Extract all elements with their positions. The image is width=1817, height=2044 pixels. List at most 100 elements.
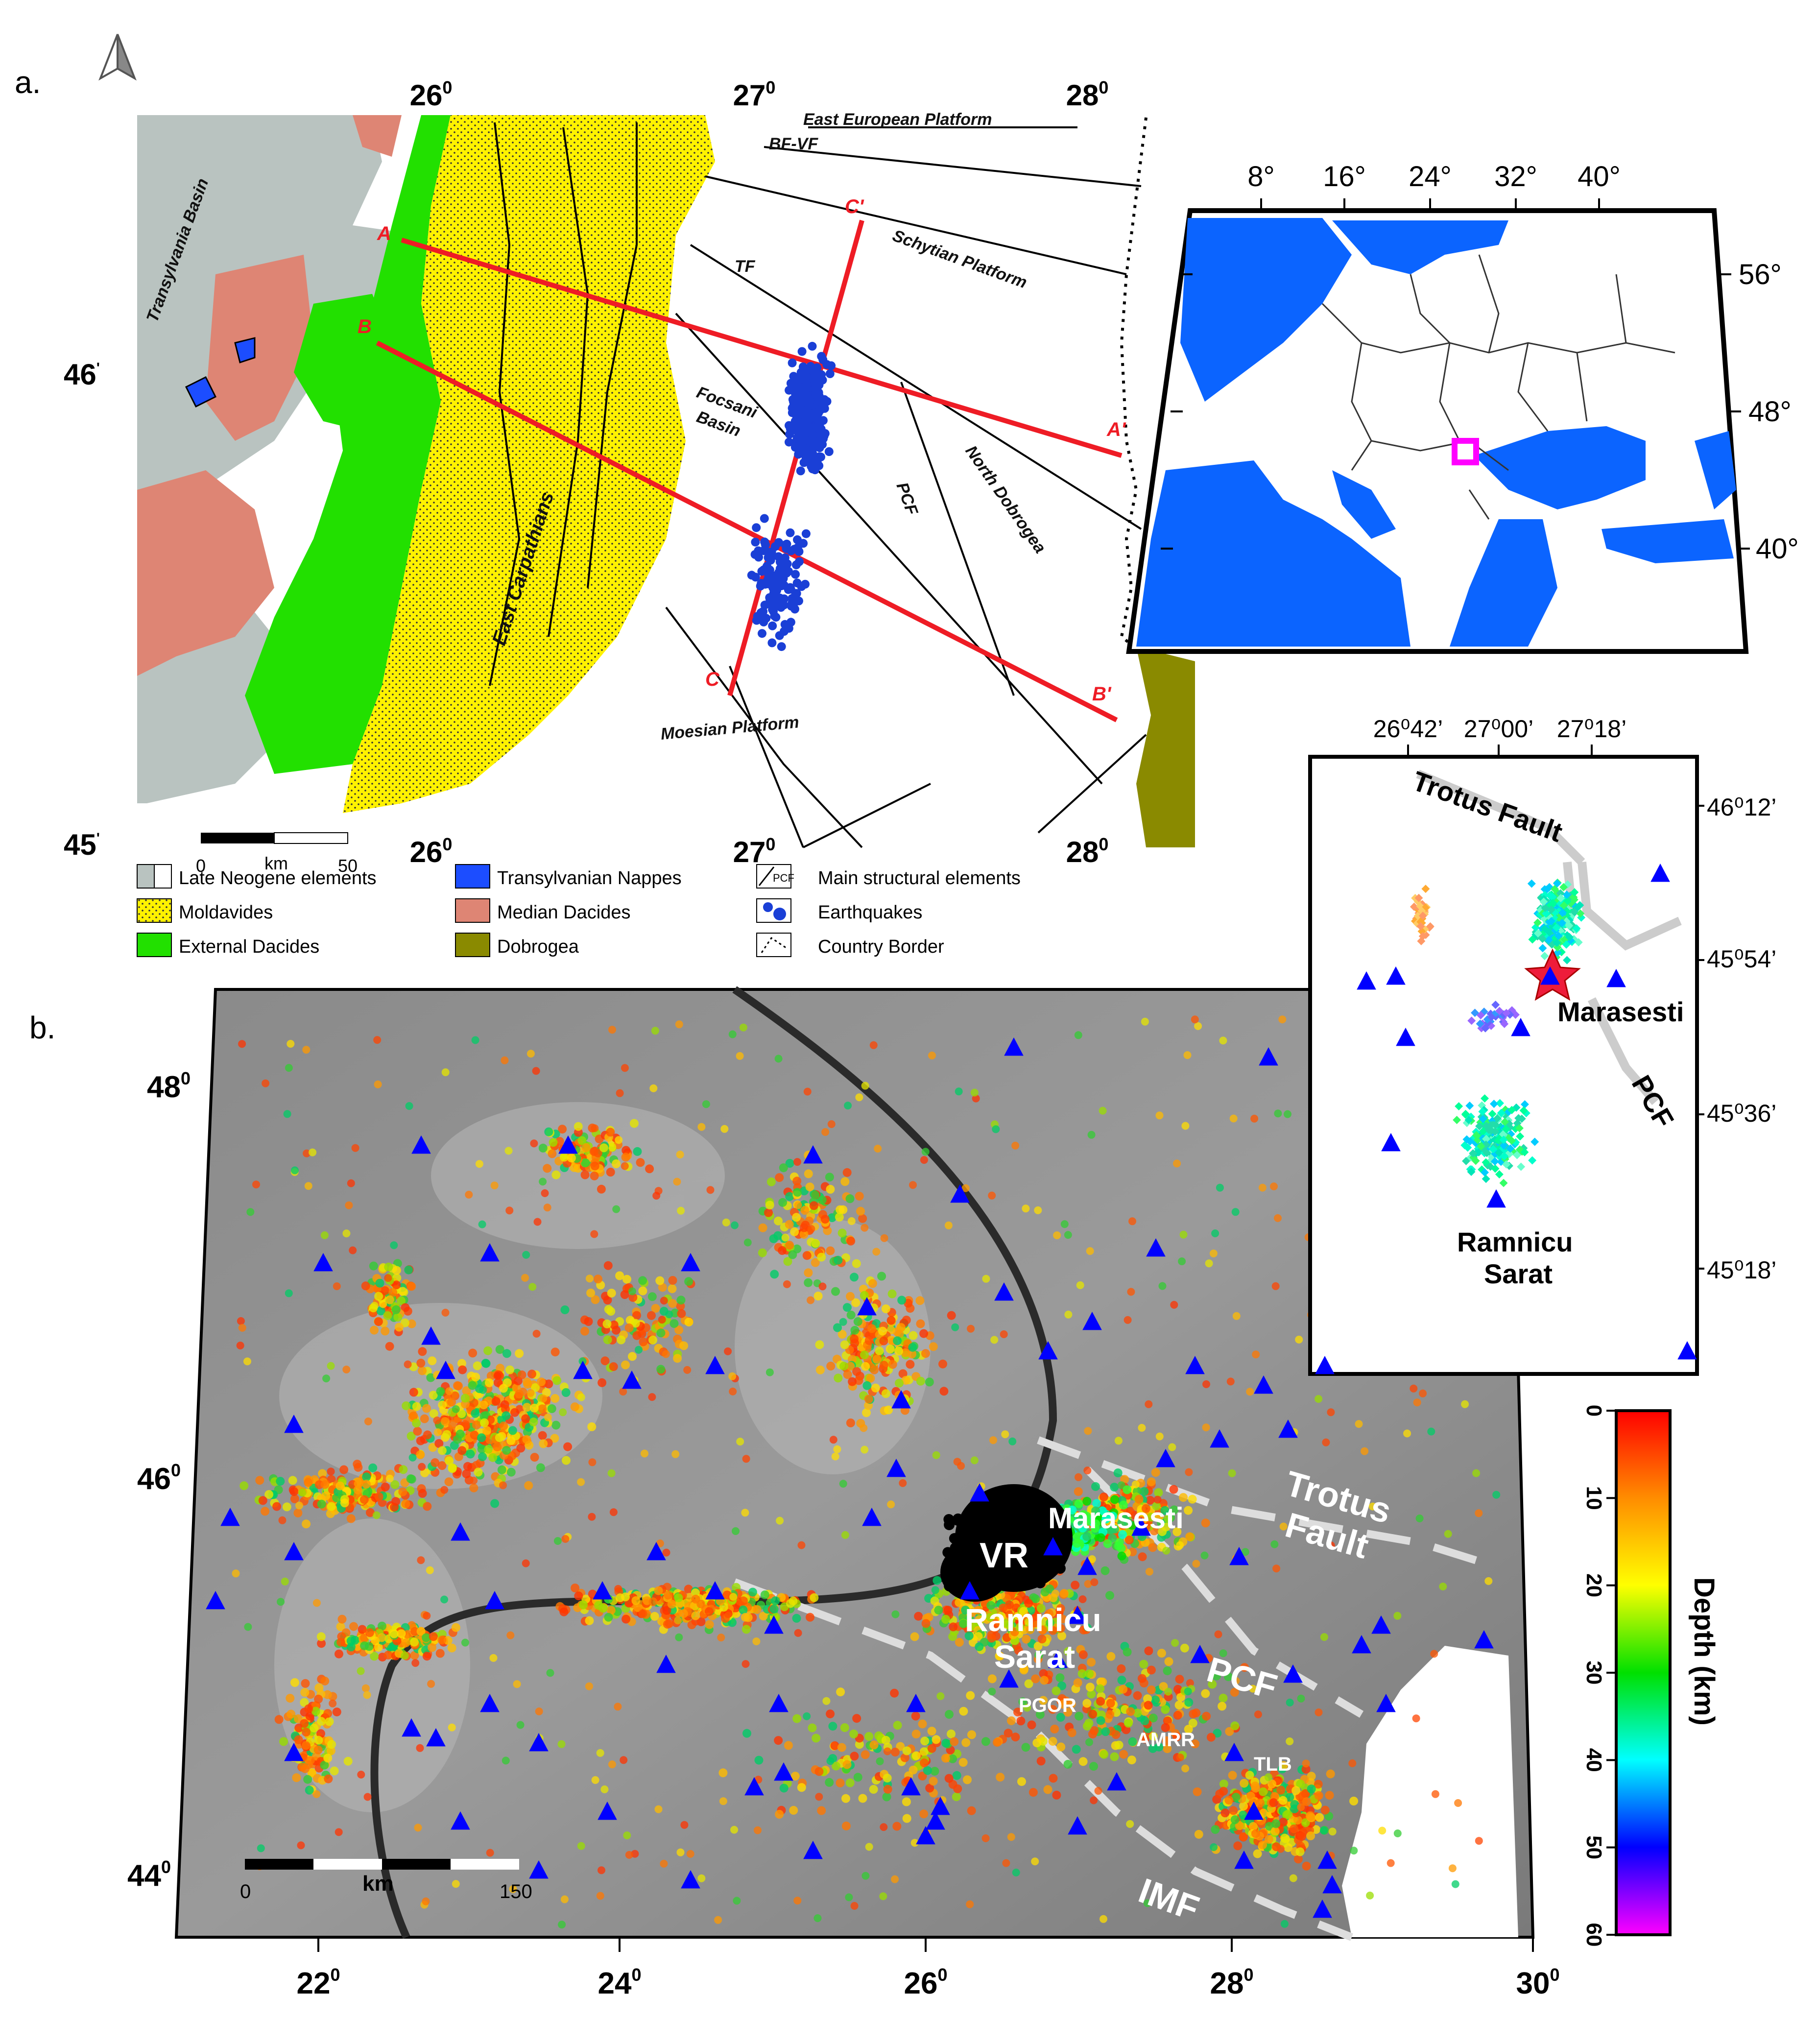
earthquake-dot: [543, 1164, 552, 1173]
earthquake-dot: [764, 1208, 773, 1217]
earthquake-dot: [298, 1489, 307, 1497]
earthquake-dot: [752, 1637, 761, 1645]
earthquake-dot: [272, 1502, 282, 1511]
earthquake-dot: [775, 1173, 784, 1182]
earthquake-dot: [1054, 1563, 1066, 1574]
earthquake-dot: [1034, 1577, 1046, 1588]
earthquake-dot: [585, 1616, 594, 1625]
earthquake-dot: [844, 1102, 852, 1110]
earthquake-dot: [793, 535, 802, 544]
earthquake-dot: [391, 1305, 401, 1314]
earthquake-dot: [1099, 1106, 1107, 1115]
earthquake-dot: [952, 1569, 963, 1580]
earthquake-dot: [602, 1319, 612, 1328]
earthquake-dot: [814, 437, 823, 447]
earthquake-dot: [312, 1790, 321, 1798]
earthquake-dot: [499, 1481, 507, 1490]
earthquake-dot: [648, 1597, 658, 1607]
earthquake-dot: [1001, 1430, 1009, 1439]
earthquake-dot: [368, 1463, 378, 1472]
earthquake-dot: [647, 1311, 656, 1320]
earthquake-dot: [1415, 1515, 1424, 1522]
earthquake-dot: [475, 1160, 483, 1168]
earthquake-dot: [377, 1633, 386, 1642]
europe-lat-48: 48°: [1748, 396, 1792, 428]
earthquake-dot: [1201, 1689, 1210, 1698]
earthquake-dot: [530, 1453, 539, 1462]
external-dacides-area: [245, 115, 451, 774]
earthquake-dot: [262, 1079, 270, 1087]
earthquake-dot: [1124, 1316, 1132, 1324]
earthquake-dot: [401, 1652, 409, 1660]
b-lat-48: 480: [147, 1068, 191, 1104]
earthquake-dot: [310, 1724, 319, 1732]
earthquake-dot: [1140, 1716, 1149, 1726]
earthquake-dot: [1028, 1516, 1039, 1527]
earthquake-dot: [785, 1241, 794, 1250]
earthquake-dot: [835, 1212, 844, 1222]
earthquake-dot: [1088, 1730, 1097, 1739]
earthquake-dot: [614, 1585, 622, 1593]
earthquake-dot: [1184, 1506, 1193, 1515]
earthquake-dot: [869, 1785, 878, 1794]
earthquake-dot: [722, 1218, 730, 1226]
earthquake-dot: [447, 1397, 456, 1407]
earthquake-dot: [1202, 1423, 1210, 1432]
earthquake-dot: [528, 1283, 537, 1291]
earthquake-dot: [472, 1461, 481, 1470]
earthquake-dot: [792, 1177, 802, 1186]
earthquake-dot: [826, 1362, 836, 1371]
earthquake-dot: [673, 1354, 682, 1363]
panel-b-label: b.: [29, 1010, 55, 1045]
earthquake-dot: [437, 1635, 447, 1645]
earthquake-dot: [628, 1287, 636, 1296]
earthquake-dot: [288, 1476, 297, 1485]
earthquake-dot: [1145, 1400, 1153, 1408]
earthquake-dot: [902, 1746, 911, 1755]
earthquake-dot: [461, 1638, 469, 1647]
earthquake-dot: [369, 1261, 378, 1271]
earthquake-dot: [551, 1420, 561, 1430]
earthquake-dot: [697, 1123, 706, 1131]
earthquake-dot: [697, 1874, 706, 1882]
marasesti-label-b: Marasesti: [1048, 1502, 1184, 1535]
earthquake-dot: [413, 1427, 422, 1436]
earthquake-dot: [1105, 1710, 1115, 1719]
earthquake-dot: [321, 1491, 331, 1500]
earthquake-dot: [1099, 1492, 1108, 1502]
earthquake-dot: [1096, 1684, 1105, 1693]
earthquake-dot: [1119, 1750, 1128, 1759]
earthquake-dot: [335, 1828, 343, 1836]
earthquake-dot: [801, 411, 810, 420]
earthquake-dot: [1151, 1695, 1160, 1705]
earthquake-dot: [490, 1499, 500, 1508]
earthquake-dot: [430, 1458, 440, 1467]
earthquake-dot: [793, 416, 803, 426]
earthquake-dot: [1085, 1669, 1094, 1679]
earthquake-dot: [1085, 1683, 1095, 1692]
earthquake-dot: [628, 1352, 637, 1361]
earthquake-dot: [911, 1751, 921, 1760]
earthquake-dot: [902, 1797, 911, 1806]
earthquake-dot: [758, 1223, 767, 1232]
earthquake-dot: [1176, 1754, 1184, 1761]
earthquake-dot: [373, 1036, 382, 1044]
earthquake-dot: [742, 1455, 750, 1463]
earthquake-dot: [966, 1691, 975, 1700]
earthquake-dot: [805, 401, 813, 409]
earthquake-dot: [1228, 1771, 1237, 1780]
lat-45: 45': [64, 828, 100, 861]
earthquake-dot: [1056, 1742, 1066, 1752]
earthquake-dot: [483, 1346, 493, 1355]
earthquake-dot: [346, 1642, 356, 1652]
earthquake-dot: [434, 1428, 442, 1437]
earthquake-dot: [1087, 1658, 1096, 1667]
b-lon-26: 260: [904, 1965, 948, 2000]
earthquake-dot: [885, 1345, 895, 1353]
earthquake-dot: [929, 1777, 938, 1786]
earthquake-dot: [1210, 1843, 1218, 1852]
earthquake-dot: [1119, 1684, 1128, 1694]
earthquake-dot: [327, 1740, 336, 1749]
earthquake-dot: [616, 1593, 624, 1603]
earthquake-dot: [909, 1181, 917, 1189]
